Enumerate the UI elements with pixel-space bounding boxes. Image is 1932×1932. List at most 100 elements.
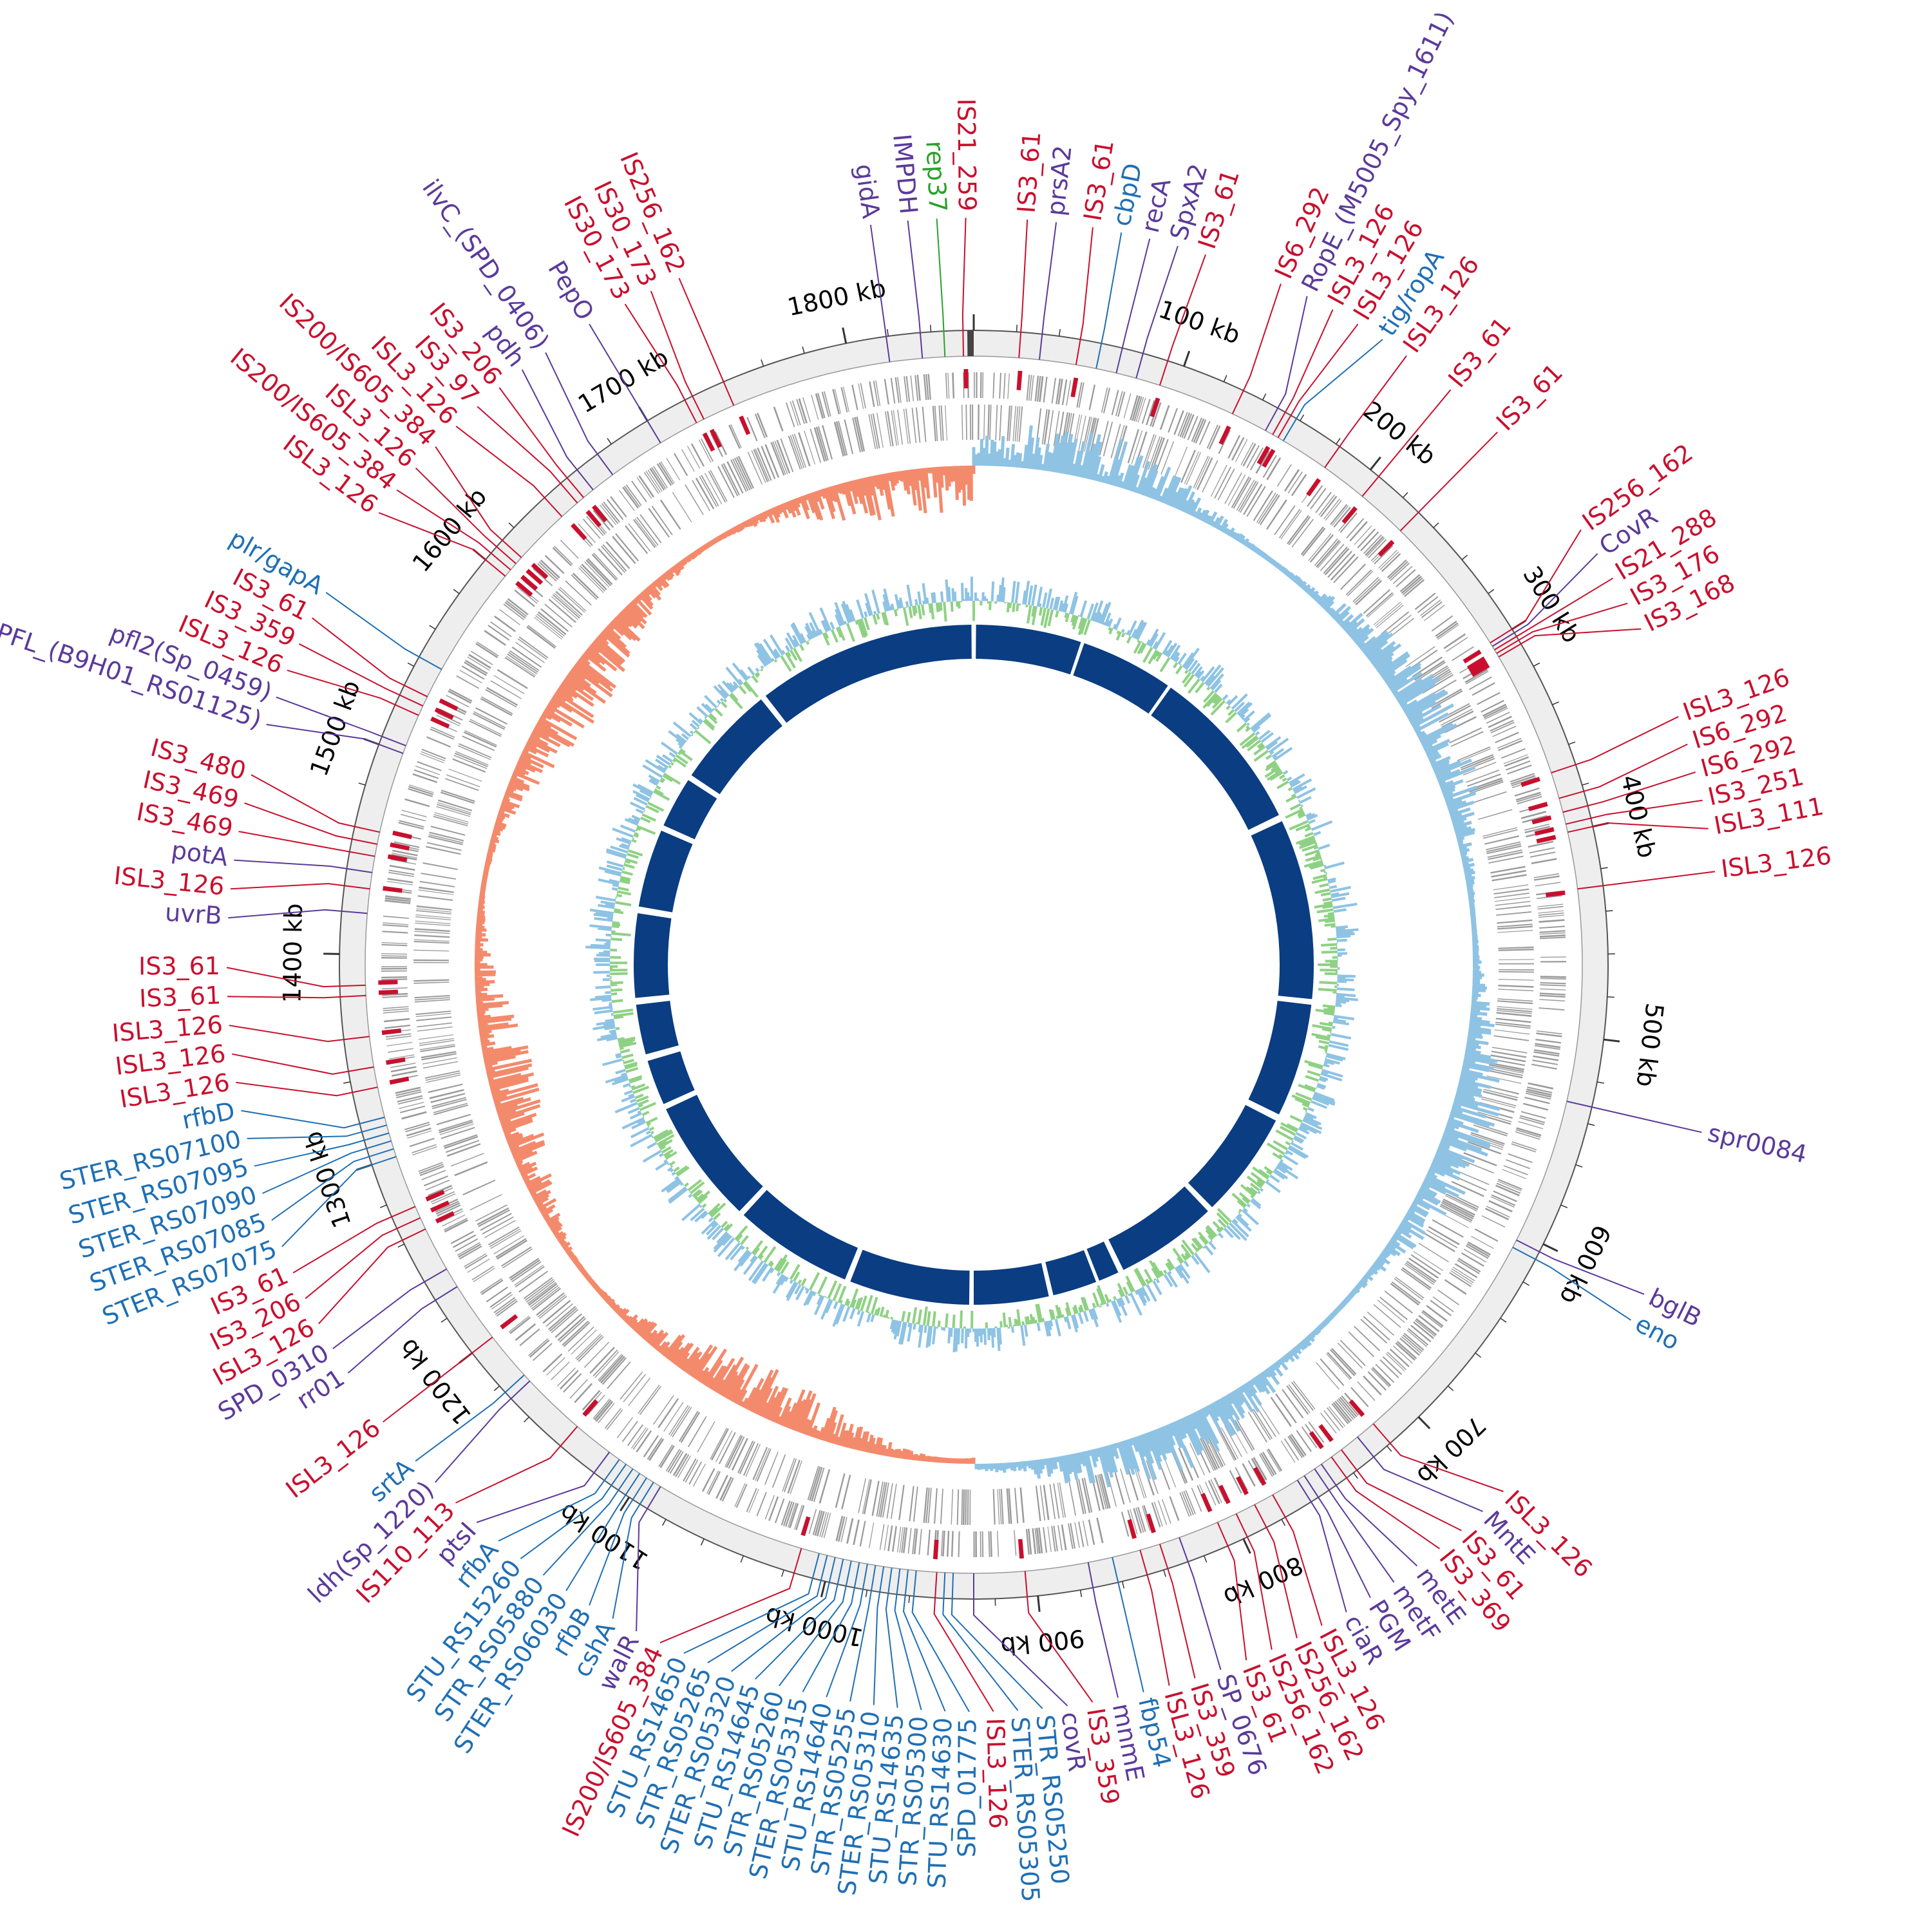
cds-bar	[1474, 1228, 1499, 1242]
feature-leader-line	[415, 467, 516, 564]
cds-bar	[648, 507, 670, 538]
cds-bar	[601, 1357, 627, 1385]
cds-bar	[1043, 1527, 1048, 1553]
cds-bar	[1014, 406, 1019, 442]
cds-bar	[981, 1531, 984, 1557]
cds-bar	[1121, 1511, 1130, 1537]
cds-bar	[1497, 930, 1533, 933]
cds-bar	[1053, 1526, 1058, 1551]
cds-bar	[412, 1144, 437, 1153]
tick-mark	[781, 1569, 784, 1577]
cds-bar	[412, 773, 438, 783]
cds-bar	[628, 1378, 651, 1406]
feature-leader-line	[1112, 1557, 1144, 1692]
cds-bar	[1414, 659, 1445, 681]
cds-bar	[1186, 452, 1201, 486]
cds-bar	[1467, 773, 1501, 787]
cds-bar	[1258, 493, 1278, 524]
cds-bar	[1528, 840, 1554, 848]
cds-bar	[529, 1340, 550, 1358]
cds-bar	[1494, 1029, 1530, 1035]
cds-bar	[417, 761, 442, 772]
cds-bar	[817, 393, 826, 419]
cds-bar	[567, 1326, 594, 1352]
cds-bar	[504, 657, 535, 677]
cds-tracks	[378, 369, 1567, 1560]
cds-bar	[1483, 1088, 1519, 1099]
cds-bar	[1470, 781, 1504, 794]
cds-bar	[456, 675, 480, 689]
cds-bar	[1178, 1447, 1194, 1481]
cds-bar	[1394, 1278, 1423, 1300]
feature-leader-line	[229, 1025, 370, 1043]
feature-leader-line	[707, 1555, 828, 1663]
feature-leader-line	[311, 617, 428, 697]
cds-bar	[382, 992, 408, 996]
cds-bar	[438, 799, 473, 811]
cds-bar	[1008, 1488, 1012, 1524]
cds-bar	[527, 625, 556, 647]
cds-bar	[809, 1466, 821, 1501]
tick-label: 100 kb	[1155, 295, 1244, 350]
synteny-block	[647, 1051, 695, 1104]
cds-bar	[1420, 599, 1441, 616]
is-element-mark	[800, 1516, 811, 1537]
cds-bar	[905, 408, 911, 444]
feature-leader-line	[476, 1452, 611, 1523]
cds-bar	[1218, 1428, 1237, 1461]
cds-bar	[992, 372, 995, 399]
cds-bar	[1370, 1368, 1390, 1388]
cds-bar	[840, 1517, 848, 1542]
cds-bar	[1520, 811, 1547, 819]
tick-mark	[1433, 522, 1439, 528]
cds-bar	[481, 1279, 504, 1295]
synteny-block	[1151, 687, 1279, 830]
is-element-mark	[1218, 1484, 1231, 1504]
cds-bar	[1463, 1152, 1497, 1166]
cds-bar	[1214, 466, 1231, 499]
cds-bar	[388, 1048, 413, 1053]
cds-bar	[437, 1204, 461, 1217]
cds-bar	[1484, 708, 1508, 720]
cds-bar	[1519, 1115, 1545, 1124]
is-element-mark	[434, 707, 454, 720]
cds-bar	[600, 504, 617, 526]
cds-bar	[1120, 1468, 1131, 1503]
is-element-mark	[430, 1200, 450, 1213]
cds-bar	[995, 404, 998, 440]
cds-bar	[1113, 1470, 1125, 1505]
cds-bar	[408, 788, 433, 797]
tick-mark	[397, 1244, 404, 1248]
cds-bar	[734, 1483, 746, 1508]
cds-bar	[869, 1522, 875, 1548]
cds-bar	[384, 1025, 411, 1029]
cds-bar	[1253, 490, 1273, 522]
cds-bar	[1340, 512, 1358, 533]
cds-bar	[583, 518, 601, 539]
cds-bar	[480, 697, 513, 716]
cds-bar	[1390, 562, 1410, 582]
cds-bar	[965, 404, 967, 440]
cds-bar	[1256, 1406, 1276, 1437]
cds-bar	[923, 374, 927, 401]
is-element-mark	[392, 830, 412, 840]
cds-bar	[387, 880, 413, 886]
cds-bar	[393, 841, 420, 848]
cds-bar	[1432, 1219, 1464, 1238]
cds-bar	[615, 533, 639, 562]
cds-bar	[1470, 1132, 1505, 1145]
cds-bar	[973, 1531, 975, 1558]
cds-bar	[875, 380, 881, 406]
cds-bar	[1133, 1508, 1142, 1533]
cds-bar	[1481, 699, 1504, 713]
cds-bar	[902, 1527, 908, 1553]
cds-bar	[1536, 895, 1562, 900]
cds-bar	[1043, 409, 1050, 445]
feature-leader-line	[1087, 1562, 1119, 1698]
cds-bar	[1395, 1342, 1416, 1361]
cds-bar	[1340, 564, 1366, 590]
cds-bar	[413, 769, 439, 779]
cds-bar	[433, 815, 468, 827]
cds-bar	[1477, 692, 1501, 705]
is-element-mark	[1218, 425, 1231, 445]
